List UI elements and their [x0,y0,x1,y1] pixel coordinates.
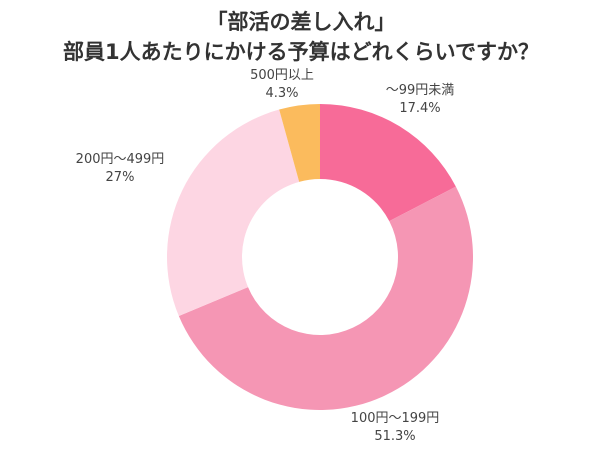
value-label: 17.4% [399,101,441,116]
category-label: 500円以上 [250,68,314,83]
label-500-plus: 500円以上 4.3% [250,67,314,103]
label-under-99: ～99円未満 17.4% [386,82,455,118]
category-label: ～99円未満 [385,83,455,98]
donut-slice-1 [178,186,474,410]
donut-slice-0 [320,104,456,222]
category-label: 200円～499円 [75,152,165,167]
value-label: 27% [105,170,135,185]
label-200-499: 200円～499円 27% [76,151,165,187]
label-100-199: 100円～199円 51.3% [351,410,440,446]
chart-title-line-2: 部員1人あたりにかける予算はどれくらいですか？ [63,40,539,64]
donut-slice-3 [279,104,320,182]
chart-title-line-1: 「部活の差し入れ」 [206,10,396,34]
value-label: 51.3% [374,429,416,444]
donut-slice-2 [166,109,300,316]
category-label: 100円～199円 [350,411,440,426]
value-label: 4.3% [265,86,299,101]
